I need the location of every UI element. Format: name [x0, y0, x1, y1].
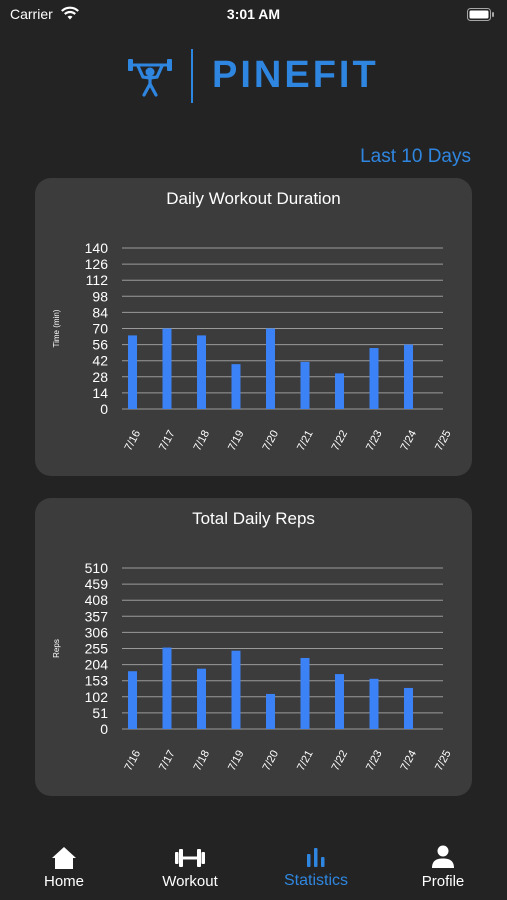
- y-tick-label: 408: [85, 592, 109, 608]
- bar: [404, 344, 413, 409]
- tab-label: Profile: [421, 873, 465, 890]
- y-tick-label: 84: [92, 304, 108, 320]
- bar: [369, 348, 379, 409]
- y-tick-label: 70: [92, 321, 108, 337]
- bar: [335, 674, 344, 729]
- y-tick-label: 126: [85, 256, 109, 272]
- y-tick-label: 306: [85, 624, 109, 640]
- y-tick-label: 102: [85, 689, 109, 705]
- battery-icon: [467, 8, 494, 21]
- duration-chart-card: Daily Workout Duration Time (min) 0 14 28 42…: [35, 178, 472, 476]
- weightlifter-icon: [128, 59, 172, 97]
- brand-divider: [191, 49, 193, 103]
- home-icon: [52, 847, 76, 869]
- bar: [162, 647, 172, 729]
- x-tick-label: 7/18: [192, 428, 213, 453]
- y-tick-label: 0: [100, 401, 108, 417]
- tab-label: Home: [43, 873, 84, 890]
- x-tick-label: 7/16: [123, 748, 144, 773]
- reps-chart-card: Total Daily Reps Reps 0 51 102 153 204 255 306 3…: [35, 498, 472, 796]
- bar: [335, 373, 344, 409]
- chart-title: Daily Workout Duration: [166, 189, 341, 208]
- x-tick-label: 7/25: [433, 428, 454, 453]
- y-axis-label: Reps: [52, 639, 61, 658]
- y-tick-label: 204: [85, 657, 109, 673]
- bar-chart-icon: [307, 848, 325, 867]
- bar: [266, 693, 275, 729]
- bar: [300, 361, 310, 409]
- status-bar: Carrier 3:01 AM: [0, 0, 507, 28]
- tab-statistics[interactable]: Statistics: [253, 835, 379, 900]
- y-tick-label: 56: [92, 337, 108, 353]
- chart-title: Total Daily Reps: [192, 509, 315, 528]
- x-tick-label: 7/17: [157, 428, 178, 453]
- bar: [300, 657, 310, 729]
- y-tick-label: 357: [85, 608, 109, 624]
- x-tick-label: 7/24: [399, 428, 420, 453]
- y-tick-label: 14: [92, 385, 108, 401]
- tab-home[interactable]: Home: [1, 835, 127, 900]
- y-tick-label: 112: [86, 272, 109, 288]
- x-tick-label: 7/22: [330, 428, 351, 453]
- y-tick-label: 510: [85, 560, 109, 576]
- wifi-icon: [61, 6, 79, 20]
- bar: [231, 364, 241, 409]
- brand-name: PINEFIT: [212, 54, 379, 96]
- x-tick-label: 7/18: [192, 748, 213, 773]
- x-tick-label: 7/25: [433, 748, 454, 773]
- bar: [404, 687, 413, 729]
- dumbbell-icon: [175, 849, 205, 867]
- y-tick-label: 255: [85, 641, 109, 657]
- tab-profile[interactable]: Profile: [380, 835, 506, 900]
- status-time: 3:01 AM: [226, 6, 281, 22]
- y-tick-label: 153: [85, 673, 109, 689]
- x-tick-label: 7/24: [399, 748, 420, 773]
- app-header: PINEFIT: [0, 45, 507, 105]
- y-tick-label: 98: [92, 288, 108, 304]
- bar: [369, 678, 379, 729]
- tab-bar: Home Workout Statistics: [0, 835, 507, 900]
- x-tick-label: 7/20: [261, 428, 282, 453]
- y-tick-label: 28: [92, 369, 108, 385]
- carrier-label: Carrier: [10, 6, 53, 22]
- x-tick-label: 7/16: [123, 428, 144, 453]
- y-axis-label: Time (min): [52, 309, 61, 347]
- x-tick-label: 7/22: [330, 748, 351, 773]
- date-range-button[interactable]: Last 10 Days: [360, 146, 471, 167]
- x-tick-label: 7/17: [157, 748, 178, 773]
- bar: [231, 650, 241, 729]
- y-tick-label: 0: [100, 721, 108, 737]
- y-tick-label: 42: [92, 353, 108, 369]
- x-tick-label: 7/23: [364, 428, 385, 453]
- tab-workout[interactable]: Workout: [127, 835, 253, 900]
- bar: [162, 328, 172, 409]
- bar: [266, 328, 275, 409]
- tab-label: Workout: [162, 873, 218, 890]
- x-tick-label: 7/20: [261, 748, 282, 773]
- y-tick-label: 140: [85, 240, 109, 256]
- bar: [197, 335, 206, 409]
- y-tick-label: 459: [85, 576, 109, 592]
- bar: [197, 668, 206, 729]
- x-tick-label: 7/21: [295, 748, 316, 773]
- x-tick-label: 7/19: [226, 748, 247, 773]
- tab-label: Statistics: [283, 872, 348, 889]
- bar: [128, 671, 137, 729]
- bar: [128, 335, 137, 409]
- y-tick-label: 51: [92, 705, 108, 721]
- x-tick-label: 7/23: [364, 748, 385, 773]
- x-tick-label: 7/21: [295, 428, 316, 453]
- x-tick-label: 7/19: [226, 428, 247, 453]
- person-icon: [432, 845, 454, 868]
